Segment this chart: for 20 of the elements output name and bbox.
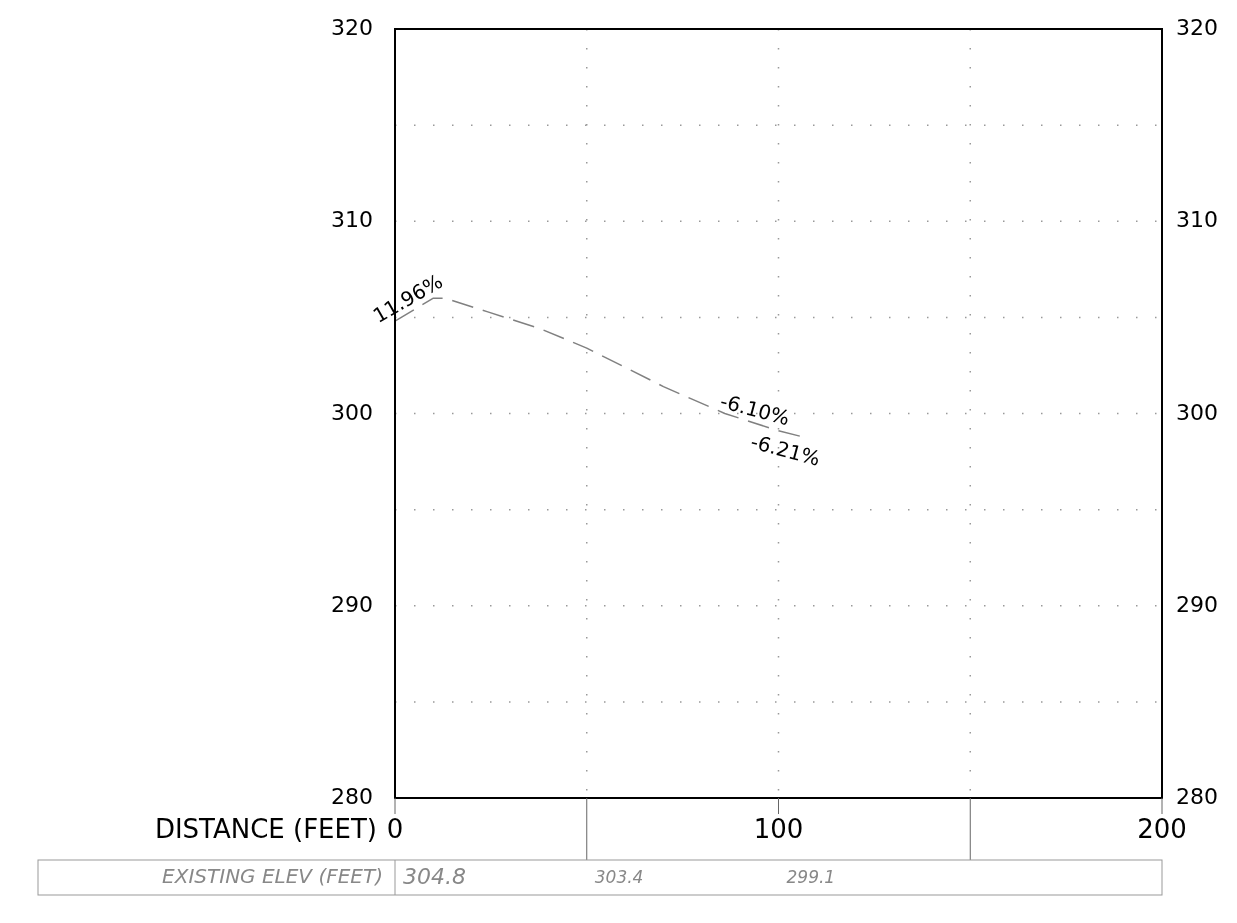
text: 303.4 [594, 866, 644, 887]
y-tick-label: 300 [331, 399, 373, 425]
text: 304.8 [403, 863, 466, 889]
y2-tick-label: 290 [1176, 591, 1218, 617]
y2-tick-label: 300 [1176, 399, 1218, 425]
text: EXISTING ELEV (FEET) [162, 864, 383, 888]
annotation: -6.10% [717, 388, 793, 431]
x-tick-label: 0 [386, 814, 404, 844]
y-tick-label: 280 [331, 784, 373, 809]
x-tick-label: 200 [1137, 814, 1187, 844]
y-tick-label: 310 [331, 207, 373, 233]
annotation: -6.21% [748, 429, 823, 471]
x-tick-label: 100 [753, 814, 804, 844]
y2-tick-label: 280 [1176, 784, 1218, 809]
y-tick-label: 320 [331, 15, 373, 40]
y-tick-label: 290 [331, 591, 373, 617]
y2-tick-label: 310 [1176, 207, 1218, 233]
y2-tick-label: 320 [1176, 15, 1218, 40]
x-axis-title: DISTANCE (FEET) [154, 814, 377, 844]
text: 299.1 [786, 866, 836, 887]
